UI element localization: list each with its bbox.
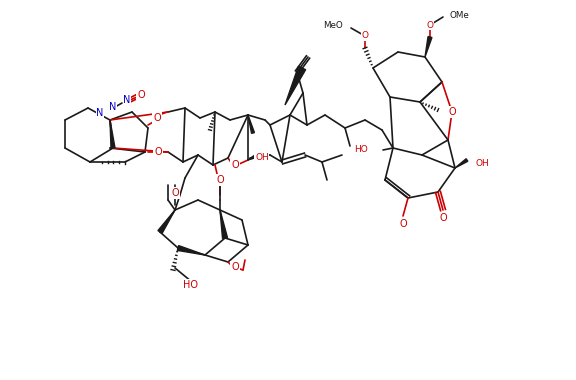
Text: HO: HO	[183, 280, 198, 290]
Text: OH: OH	[255, 152, 269, 161]
Text: O: O	[231, 160, 239, 170]
Text: O: O	[399, 219, 407, 229]
Text: N: N	[109, 102, 117, 112]
Text: O: O	[137, 90, 145, 100]
Text: O: O	[448, 107, 456, 117]
Text: O: O	[439, 213, 447, 223]
Polygon shape	[177, 245, 205, 255]
Polygon shape	[110, 120, 115, 148]
Text: O: O	[154, 147, 162, 157]
Text: O: O	[171, 188, 179, 198]
Text: HO: HO	[354, 146, 368, 155]
Text: N: N	[96, 108, 104, 118]
Text: O: O	[231, 262, 239, 272]
Text: MeO: MeO	[323, 22, 343, 30]
Polygon shape	[285, 66, 306, 105]
Polygon shape	[248, 115, 255, 133]
Text: N: N	[123, 95, 131, 105]
Polygon shape	[425, 36, 432, 57]
Text: O: O	[362, 32, 369, 41]
Text: O: O	[153, 113, 161, 123]
Text: OH: OH	[475, 158, 489, 168]
Polygon shape	[220, 210, 228, 238]
Text: O: O	[216, 175, 224, 185]
Text: OMe: OMe	[449, 11, 469, 19]
Polygon shape	[248, 155, 257, 160]
Text: O: O	[426, 21, 434, 30]
Polygon shape	[455, 159, 468, 168]
Polygon shape	[158, 210, 175, 233]
